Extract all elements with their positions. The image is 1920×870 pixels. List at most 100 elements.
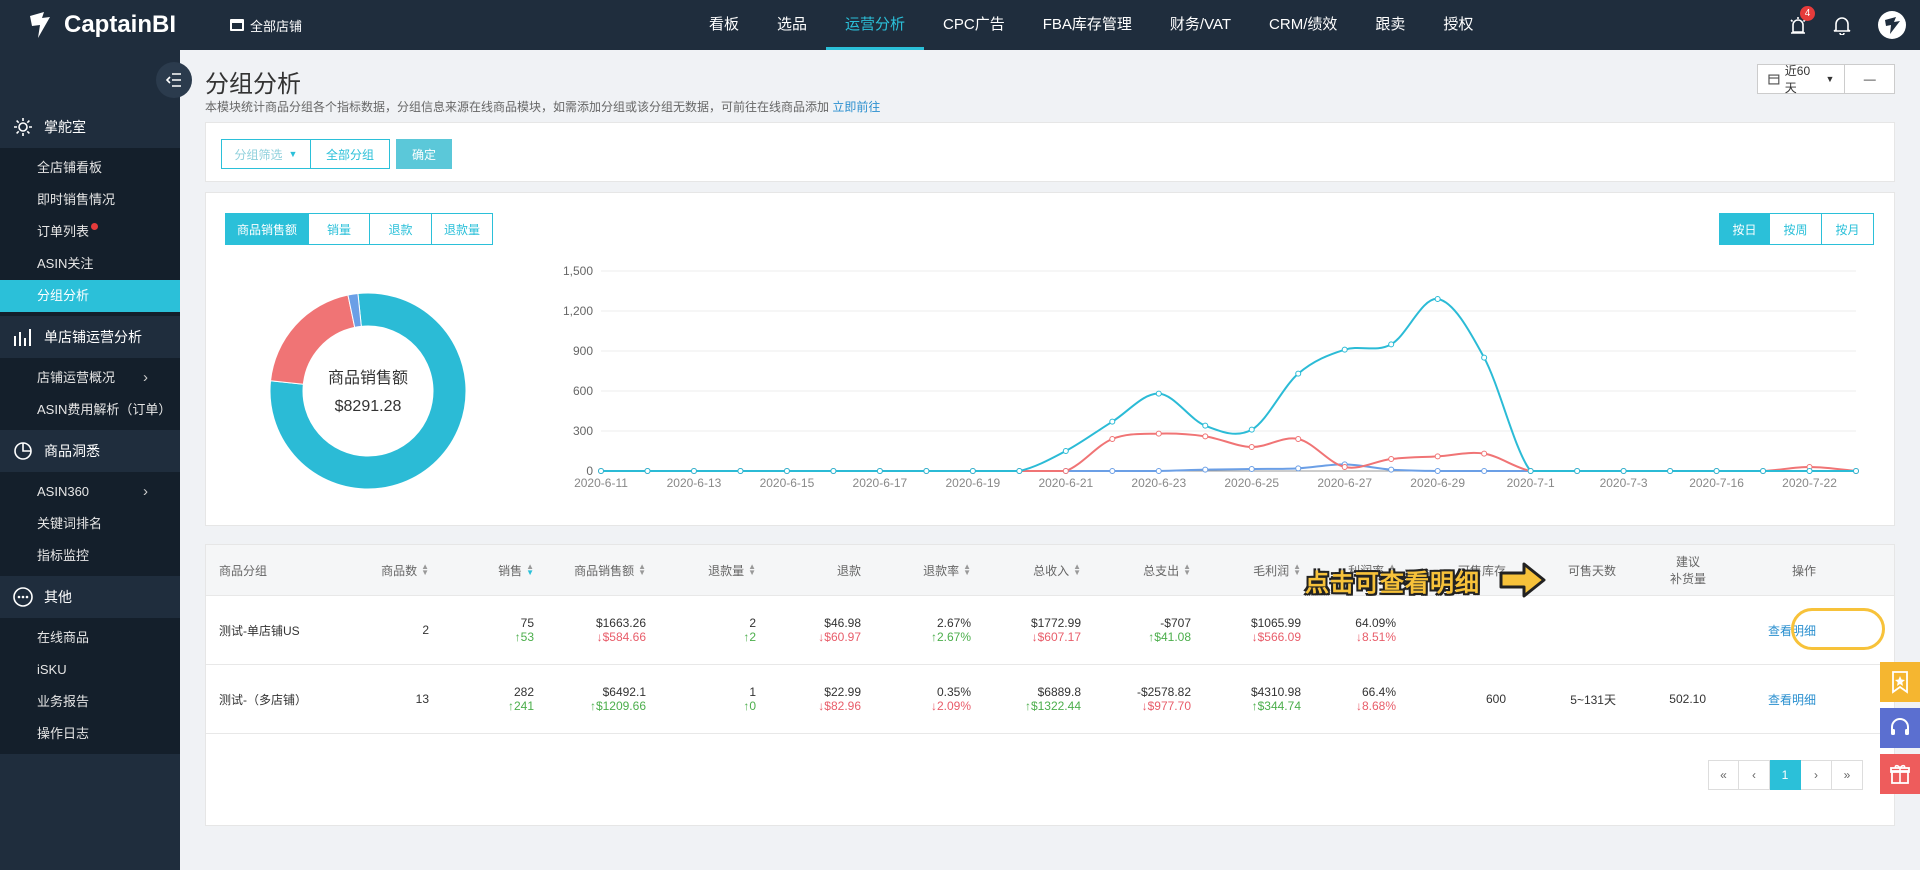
nav-item-7[interactable]: 跟卖	[1375, 16, 1406, 33]
sidebar-section-2[interactable]: 商品洞悉	[0, 430, 180, 472]
data-point[interactable]	[830, 468, 837, 474]
sort-icon[interactable]: ▲ ▼	[1388, 562, 1396, 577]
data-point[interactable]	[1574, 468, 1581, 474]
tab-metric-tabs-0[interactable]: 商品销售额	[225, 213, 309, 245]
data-point[interactable]	[1434, 453, 1441, 460]
column-header[interactable]: 退款率 ▲ ▼	[861, 545, 971, 595]
nav-item-8[interactable]: 授权	[1443, 16, 1474, 33]
column-header[interactable]: 退款量 ▲ ▼	[646, 545, 756, 595]
data-point[interactable]	[1248, 444, 1255, 450]
donut-slice-0[interactable]	[269, 292, 467, 490]
sidebar-item[interactable]: 店铺运营概况 ›	[0, 362, 180, 394]
data-point[interactable]	[737, 468, 744, 474]
nav-item-0[interactable]: 看板	[709, 16, 740, 33]
sidebar-item[interactable]: 操作日志	[0, 718, 180, 750]
sidebar-item[interactable]: 分组分析	[0, 280, 180, 312]
go-now-link[interactable]: 立即前往	[832, 100, 881, 114]
data-point[interactable]	[969, 468, 976, 474]
data-point[interactable]	[1341, 464, 1348, 470]
data-point[interactable]	[1667, 468, 1674, 474]
next-page-button[interactable]: ›	[1801, 760, 1832, 790]
support-button[interactable]	[1880, 708, 1920, 748]
sort-icon[interactable]: ▲ ▼	[1183, 562, 1191, 577]
data-point[interactable]	[1248, 426, 1255, 433]
column-header[interactable]: 总收入 ▲ ▼	[971, 545, 1081, 595]
data-point[interactable]	[1481, 468, 1488, 474]
data-point[interactable]	[1388, 341, 1395, 348]
tab-metric-tabs-3[interactable]: 退款量	[432, 213, 493, 245]
sidebar-section-1[interactable]: 单店铺运营分析	[0, 316, 180, 358]
data-point[interactable]	[1434, 296, 1441, 302]
data-point[interactable]	[1109, 468, 1116, 474]
data-point[interactable]	[598, 468, 604, 474]
nav-item-1[interactable]: 选品	[777, 16, 808, 33]
tab-period-tabs-1[interactable]: 按周	[1770, 213, 1822, 245]
sidebar-section-3[interactable]: 其他	[0, 576, 180, 618]
sort-icon[interactable]: ▲ ▼	[963, 562, 971, 577]
nav-item-5[interactable]: 财务/VAT	[1169, 16, 1232, 33]
data-point[interactable]	[1109, 436, 1116, 442]
nav-item-3[interactable]: CPC广告	[943, 16, 1005, 33]
column-header[interactable]: 商品数 ▲ ▼	[336, 545, 429, 595]
column-header[interactable]: 商品销售额 ▲ ▼	[536, 545, 646, 595]
sidebar-item[interactable]: 即时销售情况	[0, 184, 180, 216]
column-header[interactable]: 利润率 ▲ ▼	[1301, 545, 1396, 595]
data-point[interactable]	[1527, 468, 1534, 474]
column-header[interactable]: 总支出 ▲ ▼	[1081, 545, 1191, 595]
donut-slice-2[interactable]	[347, 292, 362, 328]
prev-page-button[interactable]: ‹	[1739, 760, 1770, 790]
data-point[interactable]	[1062, 448, 1069, 454]
data-point[interactable]	[1062, 468, 1069, 474]
data-point[interactable]	[690, 468, 697, 474]
data-point[interactable]	[1248, 466, 1255, 472]
data-point[interactable]	[1295, 465, 1302, 472]
group-filter-select[interactable]: 分组筛选 ▼	[221, 139, 311, 169]
alert-button[interactable]: 4	[1776, 0, 1820, 50]
sidebar-item[interactable]: 业务报告	[0, 686, 180, 718]
data-point[interactable]	[1295, 370, 1302, 377]
data-point[interactable]	[1713, 468, 1720, 474]
sidebar-collapse-button[interactable]	[156, 62, 192, 98]
sidebar-item[interactable]: ASIN费用解析（订单）	[0, 394, 180, 426]
first-page-button[interactable]: «	[1708, 760, 1739, 790]
notification-button[interactable]	[1820, 0, 1864, 50]
date-range-select[interactable]: 近60天 ▼	[1757, 64, 1846, 95]
user-avatar[interactable]	[1864, 0, 1920, 50]
sidebar-item[interactable]: 关键词排名	[0, 508, 180, 540]
data-point[interactable]	[1620, 468, 1627, 474]
sort-icon[interactable]: ▲ ▼	[748, 562, 756, 577]
column-header[interactable]: 销售 ▲ ▼	[431, 545, 534, 595]
data-point[interactable]	[1806, 468, 1813, 474]
data-point[interactable]	[644, 468, 651, 474]
sidebar-item[interactable]: 在线商品	[0, 622, 180, 654]
sidebar-item[interactable]: iSKU	[0, 654, 180, 686]
store-selector[interactable]: 全部店铺	[230, 16, 302, 35]
sort-icon[interactable]: ▲ ▼	[638, 562, 646, 577]
data-point[interactable]	[876, 468, 883, 474]
sidebar-item[interactable]: 订单列表	[0, 216, 180, 248]
data-point[interactable]	[1155, 468, 1162, 474]
data-point[interactable]	[1760, 468, 1767, 474]
data-point[interactable]	[1481, 354, 1488, 361]
data-point[interactable]	[1202, 466, 1209, 473]
data-point[interactable]	[1341, 346, 1348, 353]
data-point[interactable]	[1295, 436, 1302, 442]
page-1-button[interactable]: 1	[1770, 760, 1801, 790]
confirm-button[interactable]: 确定	[396, 139, 452, 169]
tab-metric-tabs-1[interactable]: 销量	[309, 213, 370, 245]
data-point[interactable]	[1388, 456, 1395, 462]
sort-icon[interactable]: ▲ ▼	[526, 562, 534, 577]
data-point[interactable]	[1109, 418, 1116, 425]
nav-item-2[interactable]: 运营分析	[826, 0, 925, 50]
data-point[interactable]	[1202, 433, 1209, 440]
logo[interactable]: CaptainBI	[0, 0, 180, 50]
data-point[interactable]	[1155, 430, 1162, 437]
data-point[interactable]	[1853, 468, 1859, 474]
sidebar-section-0[interactable]: 掌舵室	[0, 106, 180, 148]
nav-item-4[interactable]: FBA库存管理	[1042, 16, 1132, 33]
all-groups-button[interactable]: 全部分组	[310, 139, 390, 169]
data-point[interactable]	[1388, 466, 1395, 473]
sidebar-item[interactable]: 全店铺看板	[0, 152, 180, 184]
nav-item-6[interactable]: CRM/绩效	[1269, 16, 1338, 33]
gift-button[interactable]	[1880, 754, 1920, 794]
